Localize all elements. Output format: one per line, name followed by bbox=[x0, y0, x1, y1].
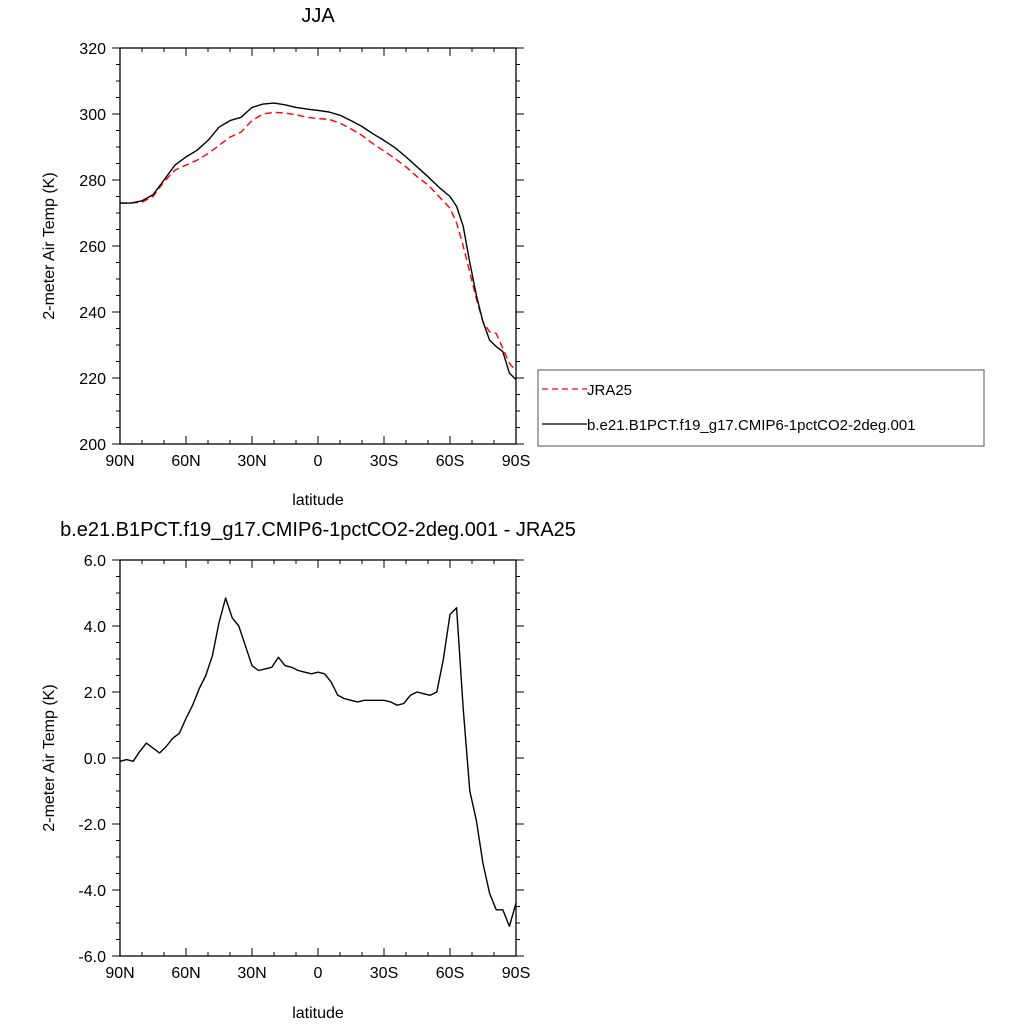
top-y-tick-label: 220 bbox=[79, 371, 106, 388]
bottom-chart-x-axis-label: latitude bbox=[292, 1005, 344, 1022]
bottom-x-tick-label: 30N bbox=[237, 965, 266, 982]
top-chart: JJA 90N 60N 30N 0 30S 60S 90S 200 220 240 260 280 30… bbox=[41, 5, 985, 509]
top-chart-series bbox=[120, 102, 517, 381]
top-y-tick-label: 240 bbox=[79, 305, 106, 322]
top-chart-ticks: 90N 60N 30N 0 30S 60S 90S 200 220 240 260 280 300 320 bbox=[79, 41, 530, 470]
bottom-x-tick-label: 60S bbox=[436, 965, 464, 982]
top-chart-x-axis-label: latitude bbox=[292, 492, 344, 509]
bottom-y-tick-label: 2.0 bbox=[84, 685, 106, 702]
top-y-tick-label: 320 bbox=[79, 41, 106, 58]
bottom-chart-y-axis-label: 2-meter Air Temp (K) bbox=[41, 684, 58, 831]
legend-frame bbox=[537, 369, 985, 447]
bottom-chart-series bbox=[119, 597, 517, 927]
bottom-x-tick-label: 60N bbox=[171, 965, 200, 982]
top-series-line-1 bbox=[120, 111, 517, 372]
top-y-tick-label: 200 bbox=[79, 437, 106, 454]
legend-label-jra25: JRA25 bbox=[587, 382, 632, 399]
bottom-y-tick-label: -2.0 bbox=[78, 817, 106, 834]
bottom-chart-plot-frame bbox=[119, 559, 517, 957]
top-x-tick-label: 60S bbox=[436, 453, 464, 470]
bottom-y-tick-label: -6.0 bbox=[78, 949, 106, 966]
bottom-y-tick-label: -4.0 bbox=[78, 883, 106, 900]
top-chart-y-axis-label: 2-meter Air Temp (K) bbox=[41, 172, 58, 319]
bottom-chart-ticks: 90N 60N 30N 0 30S 60S 90S -6.0 -4.0 -2.0 0.0 2.0 4.0… bbox=[78, 553, 530, 982]
top-x-tick-label: 60N bbox=[171, 453, 200, 470]
bottom-y-tick-label: 0.0 bbox=[84, 751, 106, 768]
bottom-y-tick-label: 6.0 bbox=[84, 553, 106, 570]
top-chart-title: JJA bbox=[301, 5, 335, 27]
bottom-x-tick-label: 90S bbox=[502, 965, 530, 982]
bottom-x-tick-label: 30S bbox=[370, 965, 398, 982]
top-x-tick-label: 30N bbox=[237, 453, 266, 470]
bottom-x-tick-label: 0 bbox=[314, 965, 323, 982]
top-chart-legend: JRA25 b.e21.B1PCT.f19_g17.CMIP6-1pctCO2-… bbox=[537, 369, 985, 447]
top-x-tick-label: 90N bbox=[105, 453, 134, 470]
bottom-chart: b.e21.B1PCT.f19_g17.CMIP6-1pctCO2-2deg.0… bbox=[41, 519, 576, 1022]
top-y-tick-label: 280 bbox=[79, 173, 106, 190]
bottom-y-tick-label: 4.0 bbox=[84, 619, 106, 636]
legend-label-model: b.e21.B1PCT.f19_g17.CMIP6-1pctCO2-2deg.0… bbox=[587, 417, 916, 434]
top-x-tick-label: 0 bbox=[314, 453, 323, 470]
top-series-line-2 bbox=[120, 102, 517, 381]
top-y-tick-label: 260 bbox=[79, 239, 106, 256]
bottom-chart-title: b.e21.B1PCT.f19_g17.CMIP6-1pctCO2-2deg.0… bbox=[60, 519, 576, 541]
top-y-tick-label: 300 bbox=[79, 107, 106, 124]
bottom-series-line-1 bbox=[119, 597, 517, 927]
top-x-tick-label: 90S bbox=[502, 453, 530, 470]
top-x-tick-label: 30S bbox=[370, 453, 398, 470]
top-chart-plot-frame bbox=[119, 47, 517, 445]
bottom-x-tick-label: 90N bbox=[105, 965, 134, 982]
